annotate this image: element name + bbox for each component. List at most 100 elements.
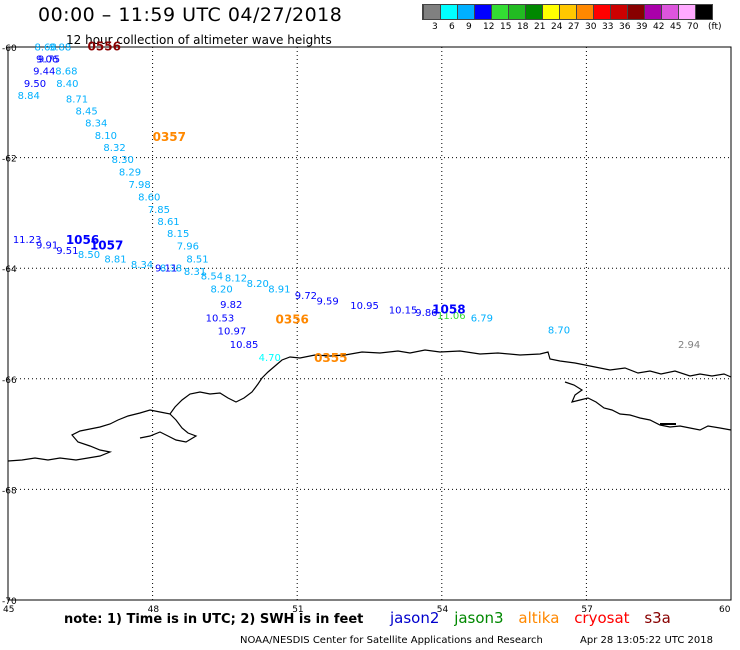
lat-tick-label: -70 bbox=[2, 597, 17, 607]
wave-height-label: 11.23 bbox=[13, 235, 42, 246]
legend-swatch bbox=[627, 5, 644, 19]
legend-label: 24 bbox=[551, 22, 563, 32]
wave-height-label: 8.32 bbox=[103, 143, 125, 154]
legend-label: 39 bbox=[636, 22, 648, 32]
wave-height-label: 8.29 bbox=[119, 167, 141, 178]
legend-swatch bbox=[661, 5, 678, 19]
satellite-legend: jason2 jason3 altika cryosat s3a bbox=[390, 609, 681, 627]
legend-label: 33 bbox=[602, 22, 614, 32]
legend-label: 30 bbox=[585, 22, 597, 32]
wave-height-label: 8.91 bbox=[268, 285, 290, 296]
map-title: 00:00 – 11:59 UTC 04/27/2018 bbox=[38, 4, 343, 26]
satellite-altika: altika bbox=[518, 609, 560, 627]
antarctic-coastline bbox=[7, 349, 732, 462]
lat-tick-label: -62 bbox=[2, 155, 17, 165]
legend-swatch bbox=[440, 5, 457, 19]
pass-time-label: 0556 bbox=[88, 39, 121, 53]
wave-height-label: 8.70 bbox=[548, 325, 570, 336]
legend-label: 18 bbox=[517, 22, 529, 32]
wave-height-label: 8.61 bbox=[157, 217, 179, 228]
pass-time-label: 0355 bbox=[314, 351, 347, 365]
legend-swatch bbox=[525, 5, 542, 19]
wave-height-label: 8.68 bbox=[55, 67, 77, 78]
legend-label: 36 bbox=[619, 22, 631, 32]
legend-swatch bbox=[491, 5, 508, 19]
wave-height-label: 8.54 bbox=[201, 271, 223, 282]
wave-height-label: 10.85 bbox=[230, 340, 259, 351]
legend-label: 42 bbox=[653, 22, 665, 32]
wave-height-label: 8.71 bbox=[66, 94, 88, 105]
wave-height-label: 9.11 bbox=[155, 264, 177, 275]
wave-height-label: 7.85 bbox=[148, 205, 170, 216]
wave-height-label: 9.82 bbox=[220, 300, 242, 311]
lat-tick-label: -60 bbox=[2, 44, 17, 54]
legend-swatch bbox=[593, 5, 610, 19]
wave-height-label: 8.20 bbox=[247, 279, 269, 290]
pass-time-label: 0356 bbox=[276, 313, 309, 327]
wave-height-label: 8.84 bbox=[18, 91, 40, 102]
wave-height-label: 8.30 bbox=[112, 155, 134, 166]
satellite-jason2: jason2 bbox=[390, 609, 440, 627]
legend-label: 15 bbox=[500, 22, 512, 32]
pass-time-label: 1058 bbox=[432, 303, 465, 317]
lon-tick-label: 48 bbox=[148, 605, 160, 615]
wave-height-label: 9.72 bbox=[295, 291, 317, 302]
legend-swatch bbox=[559, 5, 576, 19]
wave-height-label: 9.86 bbox=[415, 308, 437, 319]
legend-labels: 3 6 9 12 15 18 21 24 27 30 33 36 39 42 45 70 (ft) bbox=[422, 20, 722, 34]
wave-height-label: 4.70 bbox=[259, 353, 281, 364]
wave-height-label: 9.50 bbox=[24, 79, 46, 90]
wave-height-label: 8.38 bbox=[160, 264, 182, 275]
satellite-jason3: jason3 bbox=[454, 609, 504, 627]
legend-label: 3 bbox=[432, 22, 438, 32]
generated-timestamp: Apr 28 13:05:22 UTC 2018 bbox=[580, 635, 713, 646]
pass-time-label: 1056 bbox=[66, 233, 99, 247]
wave-height-label: 9.06 bbox=[36, 54, 58, 65]
coastline-islands bbox=[564, 381, 732, 431]
lon-tick-label: 57 bbox=[581, 605, 592, 615]
satellite-cryosat: cryosat bbox=[574, 609, 630, 627]
lat-tick-label: -68 bbox=[2, 486, 17, 496]
wave-height-label: 8.40 bbox=[56, 79, 78, 90]
legend-label: 45 bbox=[670, 22, 682, 32]
wave-height-label: 10.97 bbox=[218, 327, 247, 338]
legend-swatch bbox=[474, 5, 491, 19]
wave-height-label: 6.79 bbox=[471, 313, 493, 324]
legend-swatch bbox=[423, 5, 440, 19]
lon-tick-label: 60 bbox=[719, 605, 731, 615]
legend-swatch bbox=[576, 5, 593, 19]
legend-swatch bbox=[457, 5, 474, 19]
wave-height-label: 8.31 bbox=[184, 267, 206, 278]
wave-height-label: 8.10 bbox=[95, 131, 117, 142]
wave-height-label: 9.51 bbox=[56, 246, 78, 257]
wave-height-label: 8.12 bbox=[225, 273, 247, 284]
lon-tick-label: 51 bbox=[292, 605, 303, 615]
wave-height-label: 8.34 bbox=[85, 119, 107, 130]
wave-height-label: 8.20 bbox=[210, 285, 232, 296]
legend-swatch bbox=[610, 5, 627, 19]
color-legend: 3 6 9 12 15 18 21 24 27 30 33 36 39 42 45 70 (ft) bbox=[422, 4, 722, 34]
pass-time-label: 0357 bbox=[153, 130, 186, 144]
legend-swatch bbox=[542, 5, 559, 19]
wave-height-label: 8.60 bbox=[138, 193, 160, 204]
legend-swatch bbox=[644, 5, 661, 19]
wave-height-label: 11.06 bbox=[437, 311, 466, 322]
wave-height-label: 9.75 bbox=[38, 54, 60, 65]
lon-tick-label: 54 bbox=[437, 605, 449, 615]
wave-height-label: 10.15 bbox=[389, 306, 418, 317]
wave-height-label: 8.68 bbox=[35, 42, 57, 53]
wave-height-label: 7.96 bbox=[177, 241, 199, 252]
legend-swatch bbox=[695, 5, 712, 19]
legend-label: 27 bbox=[568, 22, 580, 32]
wave-height-label: 9.59 bbox=[316, 297, 338, 308]
wave-height-label: 9.44 bbox=[33, 67, 55, 78]
map-subtitle: 12 hour collection of altimeter wave hei… bbox=[66, 33, 332, 47]
lat-tick-label: -66 bbox=[2, 376, 17, 386]
wave-height-label: 9.88 bbox=[49, 42, 71, 53]
legend-label: 21 bbox=[534, 22, 546, 32]
coastline-inlet bbox=[139, 413, 198, 443]
legend-label: 6 bbox=[449, 22, 455, 32]
wave-height-label: 8.81 bbox=[104, 255, 126, 266]
